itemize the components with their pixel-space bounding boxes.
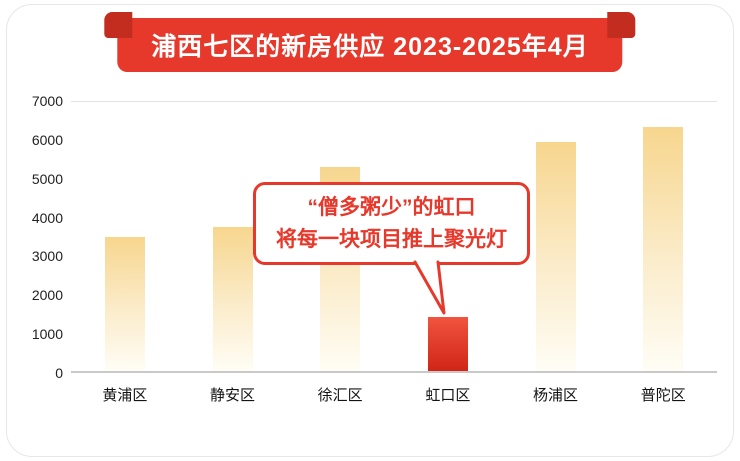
y-tick-label: 1000 xyxy=(31,326,63,343)
bar-slot xyxy=(609,102,717,371)
chart-title-banner: 浦西七区的新房供应 2023-2025年4月 xyxy=(104,12,637,72)
y-tick-label: 0 xyxy=(55,365,63,381)
bar xyxy=(643,126,684,371)
y-tick-label: 3000 xyxy=(31,248,63,265)
bar-chart: 7000 6000 5000 4000 3000 2000 1000 0 “僧多粥少”的虹口 … xyxy=(23,93,717,405)
callout-pointer xyxy=(413,260,446,315)
y-tick-label: 6000 xyxy=(31,131,63,148)
x-category-label: 徐汇区 xyxy=(317,387,363,404)
chart-title: 浦西七区的新房供应 2023-2025年4月 xyxy=(151,33,589,61)
y-tick-label: 5000 xyxy=(31,170,63,187)
bar xyxy=(104,236,145,371)
plot-area: “僧多粥少”的虹口 将每一块项目推上聚光灯 xyxy=(71,101,717,373)
bar-slot xyxy=(179,102,287,371)
x-category-label: 静安区 xyxy=(210,387,256,404)
annotation-line-2: 将每一块项目推上聚光灯 xyxy=(276,227,507,251)
bar-slot xyxy=(502,102,610,371)
bar xyxy=(535,142,576,371)
x-category-label: 普陀区 xyxy=(640,387,686,404)
y-axis: 7000 6000 5000 4000 3000 2000 1000 0 xyxy=(23,93,71,381)
bar-slot xyxy=(71,102,179,371)
x-category-label: 黄浦区 xyxy=(102,387,148,404)
x-category-label: 杨浦区 xyxy=(533,387,579,404)
bar-slot xyxy=(394,102,502,371)
y-tick-label: 2000 xyxy=(31,287,63,304)
annotation-line-1: “僧多粥少”的虹口 xyxy=(307,196,476,219)
bars xyxy=(71,102,717,371)
bar-highlighted xyxy=(427,317,468,371)
chart-card: 浦西七区的新房供应 2023-2025年4月 7000 6000 5000 4000 3… xyxy=(6,4,734,457)
annotation-callout: “僧多粥少”的虹口 将每一块项目推上聚光灯 xyxy=(253,182,530,265)
bar xyxy=(212,226,253,371)
y-tick-label: 4000 xyxy=(31,209,63,226)
x-axis: 黄浦区 静安区 徐汇区 虹口区 杨浦区 普陀区 xyxy=(71,373,717,405)
y-tick-label: 7000 xyxy=(31,93,63,109)
x-category-label: 虹口区 xyxy=(425,387,471,404)
